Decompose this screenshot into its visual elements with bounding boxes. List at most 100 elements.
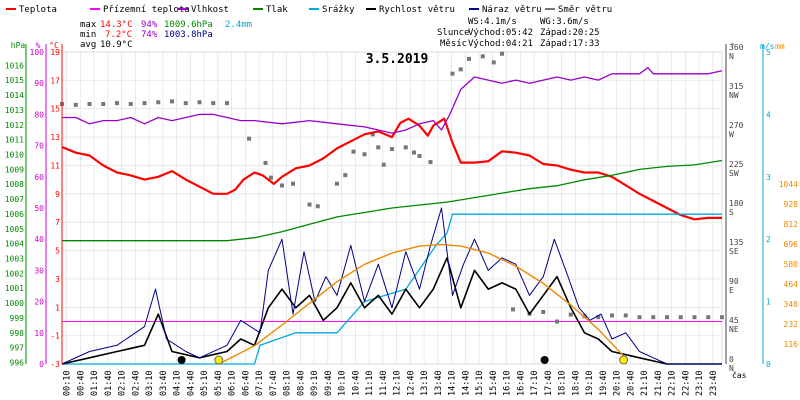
moon-set: Západ:17:33 [540, 39, 600, 49]
direction-point [307, 202, 312, 207]
direction-point [467, 56, 471, 61]
rain-tick-label: 348 [784, 300, 799, 309]
x-axis-unit: čas [732, 370, 747, 380]
x-tick-label: 10:40 [351, 370, 361, 396]
rain-tick-label: 812 [784, 220, 799, 229]
y-tick-label: 60 [34, 173, 44, 182]
y-tick-label: 1008 [5, 180, 24, 189]
y-tick-label: 1010 [5, 151, 24, 160]
x-tick-label: 22:40 [681, 370, 691, 396]
sun-moon-block: WS:4.1m/s WG:3.6m/s Slunce Východ:05:42 … [437, 17, 600, 49]
y-tick-label: 996 [10, 359, 25, 368]
direction-tick-value: 225 [729, 160, 744, 169]
y-tick-label: 40 [34, 235, 44, 244]
direction-tick-value: 180 [729, 199, 744, 208]
legend-label: Přízemní teplota [103, 5, 190, 15]
stat-avg-temp: 10.9°C [100, 40, 133, 50]
direction-tick-value: 90 [729, 277, 739, 286]
rain-tick-label: 696 [784, 240, 799, 249]
stat-max-press: 1009.6hPa [164, 20, 213, 30]
y-tick-label: 1016 [5, 61, 24, 70]
legend-label: Teplota [19, 5, 57, 15]
direction-tick-name: N [729, 364, 734, 373]
direction-point [480, 54, 485, 59]
direction-point [623, 313, 628, 318]
series-line [62, 159, 723, 242]
direction-tick-name: S [729, 208, 734, 217]
y-tick-label: 90 [34, 79, 44, 88]
x-tick-label: 12:10 [393, 370, 403, 396]
y-tick-label: -1 [50, 332, 60, 341]
y-tick-label: 999 [10, 314, 25, 323]
wg-value: WG:3.6m/s [540, 17, 589, 27]
wind-tick-label: 2 [766, 235, 771, 244]
axis-unit: mm [775, 42, 785, 51]
y-tick-label: 1015 [5, 76, 24, 85]
direction-point [596, 315, 601, 320]
x-tick-label: 20:10 [613, 370, 623, 396]
direction-tick-name: W [729, 130, 734, 139]
x-tick-label: 11:40 [379, 370, 389, 396]
direction-point [692, 315, 697, 320]
direction-point [458, 67, 463, 72]
direction-point [280, 183, 284, 188]
direction-point [381, 162, 386, 167]
direction-point [291, 181, 295, 186]
y-tick-label: 1 [55, 303, 60, 312]
y-tick-label: 11 [50, 161, 60, 170]
y-tick-label: 998 [10, 329, 25, 338]
x-tick-label: 12:40 [406, 370, 416, 396]
direction-point [500, 51, 504, 56]
direction-tick-name: NE [729, 325, 739, 334]
x-tick-label: 11:10 [365, 370, 375, 396]
y-tick-label: 1005 [5, 225, 24, 234]
direction-point [343, 173, 348, 178]
x-tick-label: 02:10 [118, 370, 128, 396]
direction-tick-name: N [729, 52, 734, 61]
x-tick-label: 23:40 [709, 370, 719, 396]
direction-point [568, 312, 573, 317]
direction-tick-value: 45 [729, 316, 739, 325]
y-tick-label: 15 [50, 105, 60, 114]
x-tick-label: 16:10 [503, 370, 513, 396]
y-tick-label: 50 [34, 204, 44, 213]
y-tick-label: 1013 [5, 106, 24, 115]
direction-tick-value: 135 [729, 238, 744, 247]
x-tick-label: 07:10 [255, 370, 265, 396]
wind-tick-label: 5 [766, 48, 771, 57]
legend-label: Směr větru [558, 5, 612, 15]
series-line [61, 117, 722, 221]
x-tick-label: 19:40 [599, 370, 609, 396]
x-tick-label: 08:40 [296, 370, 306, 396]
x-tick-label: 18:10 [558, 370, 568, 396]
moon-marker [540, 356, 549, 364]
direction-tick-value: 270 [729, 121, 744, 130]
x-tick-label: 05:40 [214, 370, 224, 396]
x-tick-label: 19:10 [585, 370, 595, 396]
y-tick-label: 1014 [5, 91, 24, 100]
direction-tick-name: NW [729, 91, 739, 100]
y-tick-label: 1000 [5, 299, 24, 308]
x-tick-label: 01:40 [104, 370, 114, 396]
x-tick-label: 14:10 [448, 370, 458, 396]
y-tick-label: 1004 [5, 240, 24, 249]
direction-point [225, 101, 229, 106]
x-tick-label: 23:10 [695, 370, 705, 396]
direction-point [351, 149, 356, 154]
y-tick-label: 997 [10, 344, 25, 353]
rain-tick-label: 116 [784, 340, 799, 349]
x-tick-label: 05:10 [200, 370, 210, 396]
legend-label: Náraz větru [482, 5, 542, 15]
direction-point [428, 160, 433, 165]
direction-point [73, 102, 78, 107]
x-tick-label: 15:10 [475, 370, 485, 396]
x-tick-label: 07:40 [269, 370, 279, 396]
direction-tick-value: 360 [729, 43, 744, 52]
direction-point [315, 204, 320, 209]
x-tick-label: 18:40 [571, 370, 581, 396]
direction-point [87, 102, 92, 106]
sun-rise: Východ:05:42 [468, 28, 533, 38]
axes: 00:10 00:40 01:10 01:40 02:10 02:40 03:10 03:40… [5, 41, 798, 396]
x-tick-label: 09:10 [310, 370, 320, 396]
x-tick-label: 13:10 [420, 370, 430, 396]
